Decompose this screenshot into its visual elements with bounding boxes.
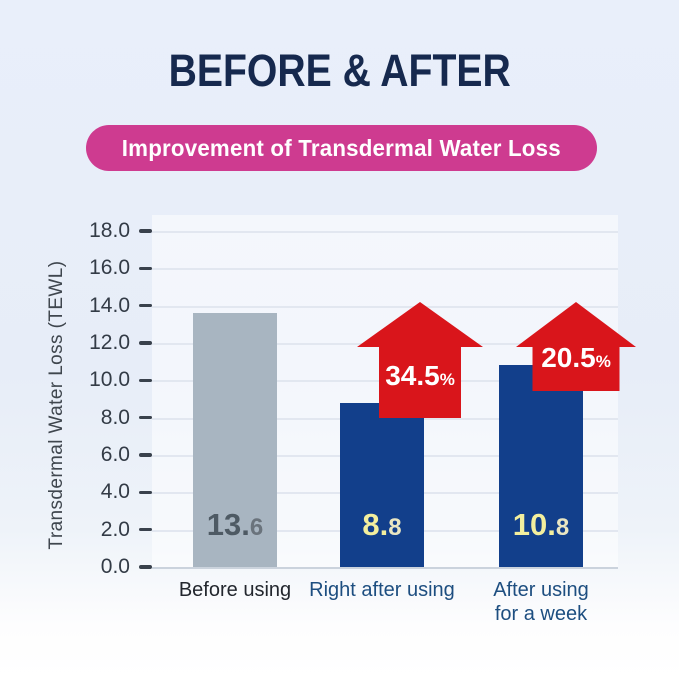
- subtitle-badge: Improvement of Transdermal Water Loss: [86, 125, 597, 171]
- y-tick-dash: [139, 229, 152, 233]
- y-tick-dash: [139, 341, 152, 345]
- y-tick: 16.0: [0, 257, 152, 279]
- y-tick-dash: [139, 565, 152, 569]
- y-tick: 4.0: [0, 481, 152, 503]
- y-tick: 12.0: [0, 330, 152, 354]
- bar-after-a-week: 10.8: [499, 365, 583, 567]
- bar-value-small: 8: [388, 514, 402, 541]
- bar-value-main: 8.: [362, 507, 389, 542]
- plot-area: 13.6 8.8 10.8 34.5% 20.5%: [152, 215, 636, 569]
- x-label-before-using: Before using: [140, 578, 330, 602]
- bar-before-using: 13.6: [193, 313, 277, 567]
- y-tick-label: 6.0: [100, 442, 130, 466]
- improvement-percent-2: 20.5%: [516, 342, 636, 374]
- y-tick-dash: [139, 453, 152, 457]
- x-label-line: Right after using: [309, 579, 455, 601]
- gridline: [152, 231, 618, 233]
- y-tick: 8.0: [0, 405, 152, 429]
- y-tick-dash: [139, 527, 152, 532]
- page-title: BEFORE & AFTER: [0, 44, 679, 98]
- bar-chart: 18.0 16.0 14.0 12.0 10.0 8.0 6.0 4.0 2.0 0.0 13.6…: [0, 215, 679, 578]
- y-tick-label: 0.0: [100, 555, 130, 578]
- bar-value-small: 6: [249, 514, 264, 541]
- y-tick: 10.0: [0, 369, 152, 391]
- improvement-arrow-1: 34.5%: [357, 302, 483, 418]
- axis-baseline: [152, 567, 618, 569]
- x-label-line: for a week: [494, 603, 588, 625]
- bar-value-small: 8: [555, 514, 570, 541]
- page-title-text: BEFORE & AFTER: [168, 45, 511, 96]
- improvement-percent-1: 34.5%: [357, 360, 483, 392]
- x-label-right-after-using: Right after using: [287, 578, 477, 602]
- x-axis-labels: Before using Right after using After usi…: [0, 578, 679, 638]
- y-axis-ticks: 18.0 16.0 14.0 12.0 10.0 8.0 6.0 4.0 2.0 0.0: [0, 215, 152, 578]
- y-tick-label: 4.0: [100, 480, 130, 504]
- y-tick-label: 8.0: [100, 405, 130, 429]
- bar-value-right-after-using: 8.8: [340, 507, 424, 543]
- bar-value-after-a-week: 10.8: [499, 507, 583, 543]
- y-tick-label: 16.0: [89, 256, 130, 280]
- y-tick-label: 10.0: [89, 368, 130, 392]
- y-tick: 18.0: [0, 218, 152, 242]
- percent-sign: %: [439, 370, 455, 389]
- y-tick: 14.0: [0, 293, 152, 317]
- bar-right-after-using: 8.8: [340, 403, 424, 567]
- subtitle-badge-text: Improvement of Transdermal Water Loss: [121, 134, 562, 161]
- y-tick: 2.0: [0, 517, 152, 541]
- y-tick-label: 14.0: [89, 293, 130, 317]
- x-label-line: After using: [493, 579, 589, 601]
- y-tick-label: 2.0: [100, 517, 130, 541]
- y-tick-label: 12.0: [89, 330, 130, 354]
- x-label-line: Before using: [178, 579, 292, 601]
- up-arrow-icon: [357, 302, 483, 418]
- percent-sign: %: [595, 352, 611, 371]
- y-tick-dash: [139, 303, 152, 308]
- y-tick-dash: [139, 415, 152, 420]
- bar-value-main: 13.: [206, 507, 250, 542]
- y-tick: 0.0: [0, 556, 152, 578]
- y-tick-dash: [139, 378, 152, 383]
- x-label-after-a-week: After using for a week: [446, 578, 636, 626]
- up-arrow-icon: [516, 302, 636, 391]
- y-tick-dash: [139, 490, 152, 495]
- y-tick-label: 18.0: [89, 218, 130, 242]
- improvement-arrow-2: 20.5%: [516, 302, 636, 391]
- y-tick-dash: [139, 266, 152, 271]
- percent-value: 20.5: [541, 342, 596, 373]
- y-tick: 6.0: [0, 442, 152, 466]
- gridline: [152, 306, 618, 308]
- bar-value-main: 10.: [512, 507, 556, 542]
- gridline: [152, 268, 618, 270]
- bar-value-before-using: 13.6: [193, 507, 277, 543]
- percent-value: 34.5: [385, 360, 440, 391]
